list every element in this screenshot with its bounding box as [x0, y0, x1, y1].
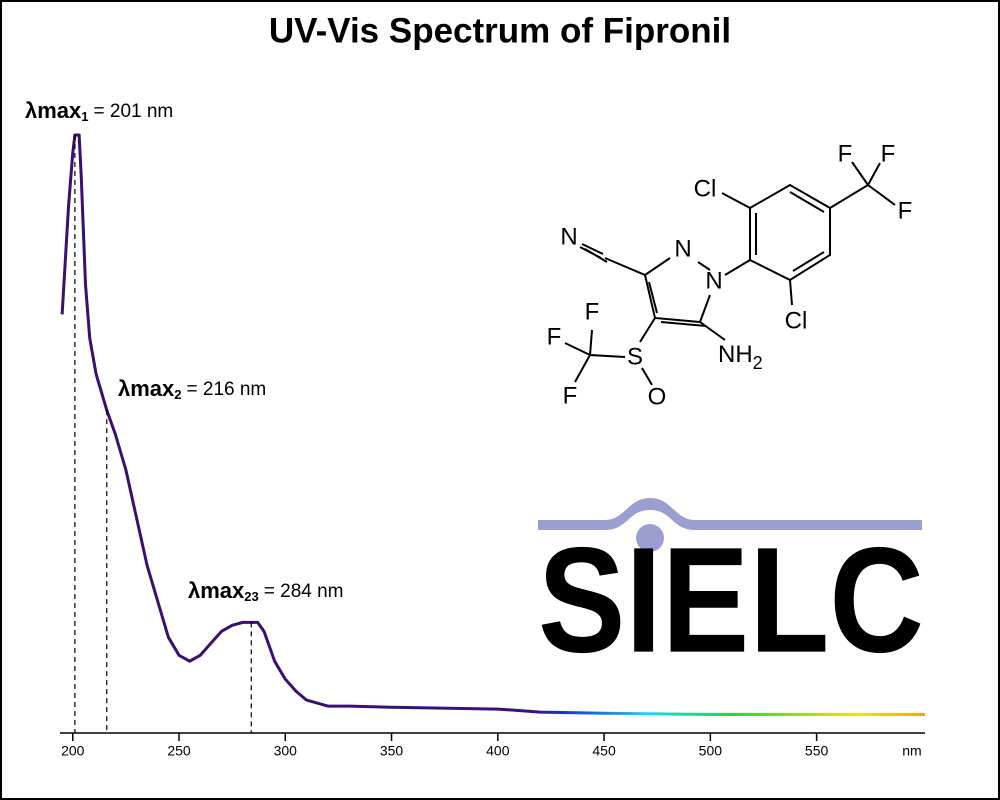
chart-title: UV-Vis Spectrum of Fipronil — [269, 11, 731, 50]
atom: N — [705, 267, 722, 294]
atom: S — [627, 343, 643, 370]
peak-symbol: λmax — [25, 98, 82, 123]
x-tick-label: 350 — [380, 743, 404, 759]
peak-text: = 201 nm — [94, 101, 174, 122]
peak-subscript: 1 — [81, 109, 88, 124]
bond — [564, 317, 726, 386]
peak-text: = 216 nm — [187, 379, 267, 400]
logo: SIELC — [538, 498, 924, 684]
logo-dot — [636, 524, 664, 552]
logo-text: SIELC — [538, 516, 924, 684]
bond — [579, 243, 646, 276]
peak-label: λmax1 = 201 nm — [25, 98, 173, 125]
x-tick-label: 450 — [592, 743, 616, 759]
atom: NH — [718, 341, 753, 368]
atom: Cl — [785, 307, 808, 334]
atom: F — [547, 323, 562, 350]
atom: F — [881, 140, 896, 167]
x-tick-label: 250 — [167, 743, 191, 759]
atom: F — [585, 298, 600, 325]
atom: O — [648, 383, 667, 410]
peak-subscript: 23 — [244, 589, 258, 604]
x-axis-label: nm — [902, 743, 921, 759]
structure: N N N Cl Cl F F F F F F S O NH2 — [547, 140, 913, 410]
x-tick-label: 400 — [486, 743, 510, 759]
bond — [724, 183, 831, 282]
x-tick-label: 300 — [274, 743, 298, 759]
atom: F — [898, 197, 913, 224]
x-tick-label: 200 — [61, 743, 85, 759]
peak-symbol: λmax — [118, 376, 175, 401]
peak-label: λmax2 = 216 nm — [118, 376, 266, 403]
bond — [644, 257, 711, 324]
bond — [648, 281, 707, 327]
logo-swoosh — [538, 498, 922, 530]
atom-subscript: 2 — [753, 353, 763, 373]
peak-symbol: λmax — [188, 578, 245, 603]
atom: NH2 — [718, 341, 763, 372]
atom: F — [563, 382, 578, 409]
atom: N — [674, 235, 691, 262]
spectrum-line — [60, 133, 925, 716]
peak-text: = 284 nm — [264, 581, 344, 602]
atom: F — [838, 140, 853, 167]
atom: Cl — [694, 175, 717, 202]
peak-label: λmax23 = 284 nm — [188, 578, 344, 605]
atom: N — [560, 223, 577, 250]
x-tick-label: 550 — [805, 743, 829, 759]
peak-subscript: 2 — [174, 387, 181, 402]
x-tick-label: 500 — [699, 743, 723, 759]
bond — [721, 161, 896, 306]
